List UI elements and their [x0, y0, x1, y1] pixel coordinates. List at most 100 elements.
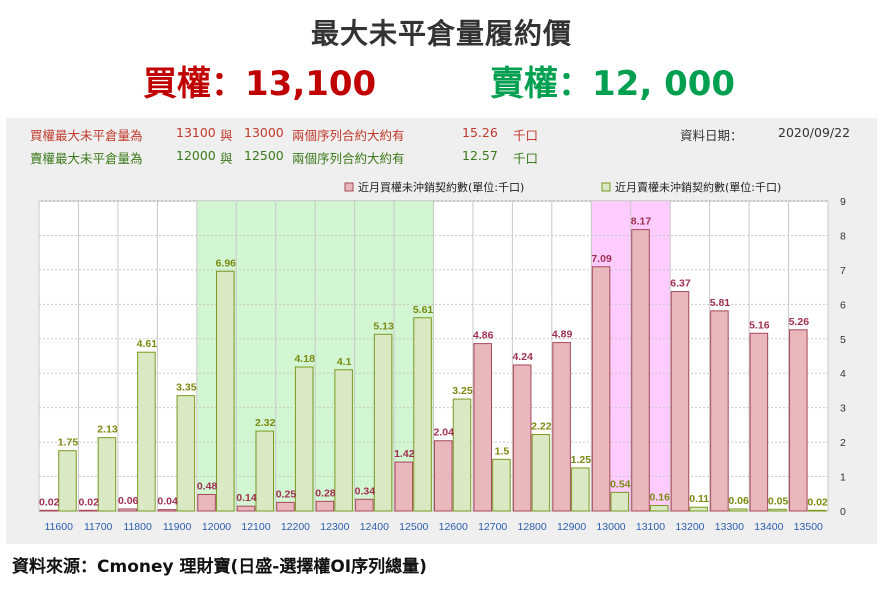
- put-data-label: 4.61: [137, 338, 158, 350]
- legend-put-label: 近月賣權未沖銷契約數(單位:千口): [615, 180, 781, 194]
- y-tick-label: 7: [840, 265, 846, 277]
- legend-call-label: 近月買權未沖銷契約數(單位:千口): [358, 180, 524, 194]
- y-tick-label: 0: [840, 506, 846, 518]
- put-data-label: 2.22: [531, 421, 552, 433]
- x-tick-label: 11800: [123, 521, 152, 533]
- call-bar: [591, 266, 611, 512]
- chart-panel: 買權最大未平倉量為 13100 與 13000 兩個序列合約大約有 15.26 …: [6, 118, 877, 544]
- put-bar: [255, 430, 275, 512]
- put-data-label: 2.32: [255, 417, 276, 429]
- put-bar: [571, 467, 590, 512]
- y-tick-label: 5: [840, 334, 846, 346]
- call-bar: [315, 500, 335, 512]
- put-data-label: 1.75: [58, 437, 79, 449]
- put-data-label: 0.11: [689, 493, 709, 505]
- put-data-label: 1.5: [495, 445, 510, 457]
- call-info-and: 與: [220, 128, 233, 143]
- y-tick-label: 2: [840, 437, 846, 449]
- call-info-desc: 兩個序列合約大約有: [292, 128, 405, 143]
- call-bar: [197, 493, 216, 512]
- x-tick-label: 12600: [439, 521, 468, 533]
- put-data-label: 3.25: [452, 385, 473, 397]
- call-data-label: 5.16: [749, 319, 770, 331]
- call-info-strike2: 13000: [244, 125, 284, 140]
- call-bar: [39, 509, 59, 512]
- put-info-amount: 12.57: [462, 148, 498, 163]
- call-data-label: 2.04: [434, 427, 455, 439]
- call-data-label: 6.37: [670, 278, 691, 290]
- x-tick-label: 12200: [281, 521, 310, 533]
- x-tick-label: 13500: [794, 521, 823, 533]
- x-tick-label: 13300: [715, 521, 744, 533]
- call-info-unit: 千口: [513, 128, 539, 143]
- put-bar: [137, 351, 156, 512]
- data-source: 資料來源：Cmoney 理財寶(日盛-選擇權OI序列總量): [12, 557, 427, 577]
- call-max-strike: 買權：13,100: [143, 64, 377, 104]
- put-bar: [294, 366, 314, 512]
- call-data-label: 4.86: [473, 330, 494, 342]
- put-info-strike2: 12500: [244, 148, 284, 163]
- y-tick-label: 1: [840, 472, 846, 484]
- put-bar: [58, 450, 77, 512]
- x-tick-label: 12100: [241, 521, 270, 533]
- x-tick-label: 12700: [478, 521, 507, 533]
- x-tick-label: 12000: [202, 521, 231, 533]
- call-data-label: 4.89: [552, 329, 573, 341]
- put-bar: [807, 509, 827, 512]
- call-data-label: 0.06: [118, 495, 139, 507]
- put-data-label: 6.96: [216, 257, 237, 269]
- x-tick-label: 13000: [596, 521, 625, 533]
- oi-bar-chart: 0 1 2 3 4 5 6 7 8 9 0.02 1.75 11600 0.02 2.13 11700 0.06…: [38, 180, 846, 533]
- y-tick-label: 4: [840, 368, 846, 380]
- x-tick-label: 11700: [84, 521, 113, 533]
- x-tick-label: 12300: [320, 521, 349, 533]
- put-data-label: 3.35: [176, 382, 197, 394]
- put-bar: [452, 398, 472, 512]
- x-tick-label: 12800: [518, 521, 547, 533]
- put-max-strike: 賣權：12, 000: [490, 64, 736, 104]
- put-bar: [610, 491, 630, 512]
- call-bar: [118, 508, 137, 512]
- put-bar: [97, 437, 117, 512]
- x-tick-label: 13100: [636, 521, 665, 533]
- call-data-label: 0.34: [355, 485, 376, 497]
- call-bar: [394, 461, 414, 512]
- call-data-label: 8.17: [631, 216, 652, 228]
- put-data-label: 5.13: [373, 320, 394, 332]
- put-info-and: 與: [220, 151, 233, 166]
- call-data-label: 0.14: [236, 492, 257, 504]
- call-info-label: 買權最大未平倉量為: [30, 128, 143, 143]
- call-data-label: 1.42: [394, 448, 415, 460]
- put-info-desc: 兩個序列合約大約有: [292, 151, 405, 166]
- put-bar: [768, 508, 787, 512]
- page-title: 最大未平倉量履約價: [310, 17, 572, 50]
- call-data-label: 5.81: [710, 297, 731, 309]
- call-data-label: 0.25: [276, 488, 297, 500]
- put-data-label: 5.61: [413, 304, 434, 316]
- put-data-label: 0.05: [768, 495, 789, 507]
- x-tick-label: 11600: [45, 521, 74, 533]
- call-bar: [236, 505, 256, 512]
- put-bar: [649, 504, 669, 512]
- put-bar: [728, 508, 748, 512]
- call-data-label: 5.26: [789, 316, 810, 328]
- call-data-label: 7.09: [591, 253, 612, 265]
- date-value: 2020/09/22: [778, 125, 851, 140]
- call-bar: [631, 229, 650, 512]
- y-tick-label: 3: [840, 403, 846, 415]
- put-data-label: 0.06: [728, 495, 749, 507]
- y-tick-label: 9: [840, 196, 846, 208]
- call-data-label: 4.24: [512, 351, 533, 363]
- call-bar: [552, 342, 571, 512]
- call-bar: [434, 440, 453, 512]
- put-info-strike1: 12000: [176, 148, 216, 163]
- x-tick-label: 12400: [360, 521, 389, 533]
- call-bar: [276, 501, 295, 512]
- call-bar: [157, 509, 177, 512]
- put-data-label: 0.16: [650, 491, 671, 503]
- legend-put-swatch: [601, 182, 611, 192]
- put-bar: [176, 395, 196, 512]
- call-bar: [789, 329, 808, 512]
- date-label: 資料日期：: [680, 128, 743, 143]
- call-data-label: 0.02: [39, 496, 60, 508]
